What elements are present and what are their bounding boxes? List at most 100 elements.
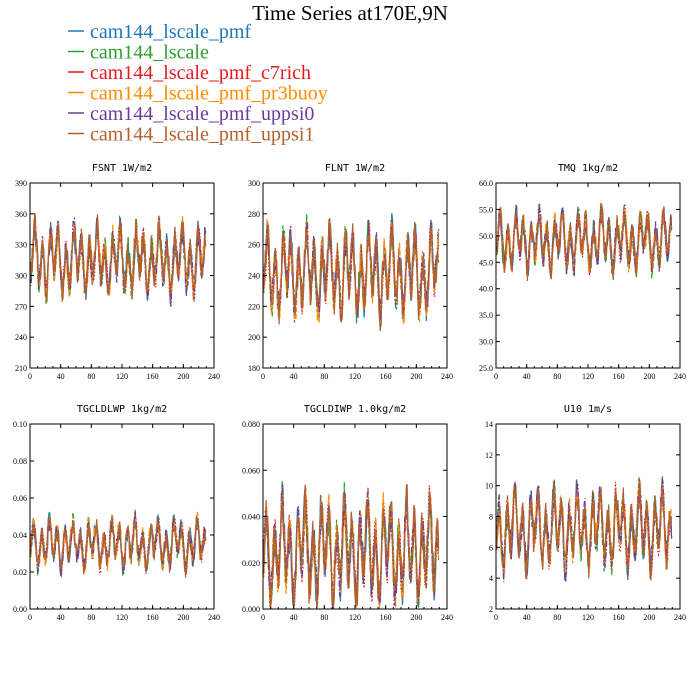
chart-panel: TGCLDLWP 1kg/m2 0 40 80 120 160 200 240 0.00 0.02… <box>13 404 220 622</box>
series-lines <box>496 476 673 583</box>
legend-item: cam144_lscale_pmf_pr3buoy <box>68 83 328 105</box>
series-lines <box>30 212 207 307</box>
x-tick-label: 240 <box>208 372 220 381</box>
x-tick-label: 120 <box>116 372 128 381</box>
x-tick-label: 160 <box>380 613 392 622</box>
x-tick-label: 160 <box>147 613 159 622</box>
y-tick-label: 300 <box>248 179 260 188</box>
x-tick-label: 40 <box>523 372 531 381</box>
x-tick-label: 240 <box>441 613 453 622</box>
y-tick-label: 180 <box>248 364 260 373</box>
series-line <box>263 483 440 609</box>
series-lines <box>263 213 440 332</box>
y-tick-label: 0.00 <box>13 605 27 614</box>
legend-label: cam144_lscale <box>90 42 209 64</box>
x-tick-label: 120 <box>582 372 594 381</box>
y-tick-label: 0.080 <box>242 420 260 429</box>
x-tick-label: 200 <box>643 613 655 622</box>
legend-label: cam144_lscale_pmf_pr3buoy <box>90 83 328 105</box>
chart-panel: U10 1m/s 0 40 80 120 160 200 240 2 4 6 8 10 12 14 <box>485 404 686 622</box>
x-tick-label: 240 <box>674 613 686 622</box>
series-line <box>496 203 673 279</box>
y-tick-label: 220 <box>248 302 260 311</box>
x-tick-label: 240 <box>674 372 686 381</box>
x-tick-label: 0 <box>494 372 498 381</box>
y-tick-label: 4 <box>489 574 493 583</box>
x-tick-label: 80 <box>320 613 328 622</box>
x-tick-label: 40 <box>57 372 65 381</box>
x-tick-label: 80 <box>320 372 328 381</box>
series-lines <box>263 480 440 609</box>
y-tick-label: 60.0 <box>479 179 493 188</box>
chart-panel: TMQ 1kg/m2 0 40 80 120 160 200 240 25.0 30.0 35.0 4… <box>479 163 686 381</box>
x-tick-label: 40 <box>57 613 65 622</box>
legend-item: cam144_lscale_pmf_uppsi1 <box>68 124 314 146</box>
x-tick-label: 80 <box>87 372 95 381</box>
series-lines <box>30 509 207 578</box>
y-tick-label: 240 <box>15 333 27 342</box>
y-tick-label: 50.0 <box>479 232 493 241</box>
y-tick-label: 2 <box>489 605 493 614</box>
y-tick-label: 40.0 <box>479 285 493 294</box>
chart-panel: FSNT 1W/m2 0 40 80 120 160 200 240 210 240 270 300 3… <box>15 163 220 381</box>
legend-item: cam144_lscale_pmf_uppsi0 <box>68 103 314 125</box>
x-tick-label: 120 <box>349 372 361 381</box>
x-tick-label: 200 <box>177 372 189 381</box>
panel-title: TGCLDLWP 1kg/m2 <box>77 404 167 415</box>
x-tick-label: 80 <box>553 372 561 381</box>
y-tick-label: 0.000 <box>242 605 260 614</box>
x-tick-label: 0 <box>261 372 265 381</box>
y-tick-label: 0.06 <box>13 494 27 503</box>
y-tick-label: 0.060 <box>242 466 260 475</box>
y-tick-label: 360 <box>15 210 27 219</box>
y-tick-label: 25.0 <box>479 364 493 373</box>
series-line <box>30 512 207 578</box>
series-line <box>496 204 673 282</box>
figure-title: Time Series at170E,9N <box>252 1 448 25</box>
series-line <box>30 509 207 577</box>
legend-item: cam144_lscale <box>68 42 209 64</box>
y-tick-label: 270 <box>15 302 27 311</box>
y-tick-label: 14 <box>485 420 493 429</box>
x-tick-label: 0 <box>261 613 265 622</box>
x-tick-label: 240 <box>208 613 220 622</box>
y-tick-label: 35.0 <box>479 311 493 320</box>
x-tick-label: 160 <box>613 613 625 622</box>
x-tick-label: 0 <box>494 613 498 622</box>
y-tick-label: 330 <box>15 241 27 250</box>
y-tick-label: 260 <box>248 241 260 250</box>
x-tick-label: 200 <box>410 613 422 622</box>
chart-panel: FLNT 1W/m2 0 40 80 120 160 200 240 180 200 220 240 2… <box>248 163 453 381</box>
y-tick-label: 30.0 <box>479 338 493 347</box>
panel-title: FSNT 1W/m2 <box>92 163 152 174</box>
y-tick-label: 55.0 <box>479 205 493 214</box>
x-tick-label: 200 <box>410 372 422 381</box>
x-tick-label: 120 <box>116 613 128 622</box>
y-tick-label: 210 <box>15 364 27 373</box>
series-line <box>30 514 207 575</box>
y-tick-label: 6 <box>489 543 493 552</box>
y-tick-label: 0.040 <box>242 513 260 522</box>
legend: cam144_lscale_pmfcam144_lscalecam144_lsc… <box>68 21 328 146</box>
x-tick-label: 160 <box>147 372 159 381</box>
legend-label: cam144_lscale_pmf_uppsi0 <box>90 103 314 125</box>
series-line <box>496 478 673 582</box>
x-tick-label: 0 <box>28 613 32 622</box>
x-tick-label: 160 <box>380 372 392 381</box>
y-tick-label: 240 <box>248 272 260 281</box>
chart-panel: TGCLDIWP 1.0kg/m2 0 40 80 120 160 200 240 0.000 0… <box>242 404 453 622</box>
x-tick-label: 120 <box>582 613 594 622</box>
y-tick-label: 8 <box>489 513 493 522</box>
series-line <box>30 212 207 303</box>
y-tick-label: 0.10 <box>13 420 27 429</box>
x-tick-label: 240 <box>441 372 453 381</box>
legend-label: cam144_lscale_pmf_c7rich <box>90 62 311 84</box>
panels: FSNT 1W/m20 40 80 120 160 200 2402102402703003… <box>13 163 686 622</box>
x-tick-label: 80 <box>553 613 561 622</box>
series-lines <box>496 202 673 282</box>
y-tick-label: 300 <box>15 272 27 281</box>
y-tick-label: 0.04 <box>13 531 27 540</box>
plot-frame <box>29 423 215 610</box>
x-tick-label: 80 <box>87 613 95 622</box>
